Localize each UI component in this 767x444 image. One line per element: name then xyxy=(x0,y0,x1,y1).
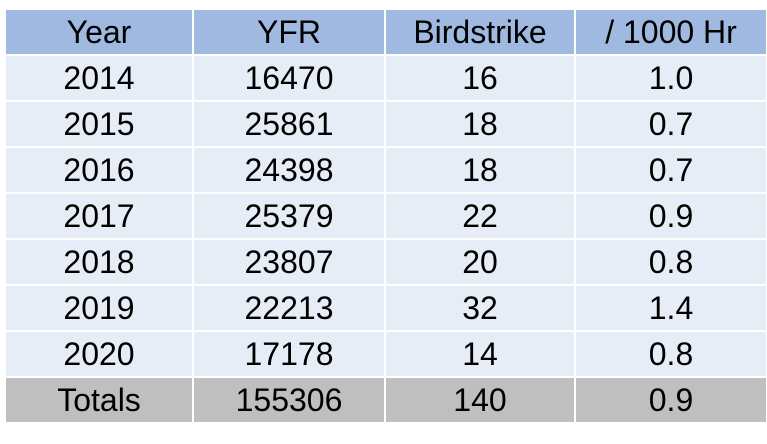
cell-year: 2015 xyxy=(6,102,192,146)
cell-birdstrike: 14 xyxy=(386,332,574,376)
totals-label: Totals xyxy=(6,378,192,422)
cell-year: 2016 xyxy=(6,148,192,192)
header-row: Year YFR Birdstrike / 1000 Hr xyxy=(6,10,766,54)
table-row: 2016 24398 18 0.7 xyxy=(6,148,766,192)
birdstrike-table-container: Year YFR Birdstrike / 1000 Hr 2014 16470… xyxy=(4,8,767,424)
cell-birdstrike: 20 xyxy=(386,240,574,284)
cell-yfr: 23807 xyxy=(194,240,384,284)
cell-birdstrike: 32 xyxy=(386,286,574,330)
cell-yfr: 16470 xyxy=(194,56,384,100)
birdstrike-table: Year YFR Birdstrike / 1000 Hr 2014 16470… xyxy=(4,8,767,424)
cell-year: 2020 xyxy=(6,332,192,376)
header-rate-per-1000-hr: / 1000 Hr xyxy=(576,10,766,54)
cell-rate: 1.4 xyxy=(576,286,766,330)
totals-rate: 0.9 xyxy=(576,378,766,422)
table-header: Year YFR Birdstrike / 1000 Hr xyxy=(6,10,766,54)
cell-yfr: 25379 xyxy=(194,194,384,238)
header-yfr: YFR xyxy=(194,10,384,54)
cell-birdstrike: 22 xyxy=(386,194,574,238)
cell-birdstrike: 18 xyxy=(386,102,574,146)
cell-year: 2014 xyxy=(6,56,192,100)
table-row: 2019 22213 32 1.4 xyxy=(6,286,766,330)
cell-rate: 0.8 xyxy=(576,332,766,376)
cell-birdstrike: 16 xyxy=(386,56,574,100)
cell-yfr: 22213 xyxy=(194,286,384,330)
cell-rate: 0.7 xyxy=(576,148,766,192)
table-row: 2015 25861 18 0.7 xyxy=(6,102,766,146)
table-row: 2018 23807 20 0.8 xyxy=(6,240,766,284)
header-birdstrike: Birdstrike xyxy=(386,10,574,54)
table-row: 2017 25379 22 0.9 xyxy=(6,194,766,238)
totals-row: Totals 155306 140 0.9 xyxy=(6,378,766,422)
cell-year: 2018 xyxy=(6,240,192,284)
cell-yfr: 25861 xyxy=(194,102,384,146)
totals-yfr: 155306 xyxy=(194,378,384,422)
cell-rate: 0.8 xyxy=(576,240,766,284)
table-body: 2014 16470 16 1.0 2015 25861 18 0.7 2016… xyxy=(6,56,766,376)
cell-year: 2017 xyxy=(6,194,192,238)
cell-rate: 1.0 xyxy=(576,56,766,100)
totals-birdstrike: 140 xyxy=(386,378,574,422)
cell-rate: 0.7 xyxy=(576,102,766,146)
table-row: 2014 16470 16 1.0 xyxy=(6,56,766,100)
table-footer: Totals 155306 140 0.9 xyxy=(6,378,766,422)
table-row: 2020 17178 14 0.8 xyxy=(6,332,766,376)
cell-year: 2019 xyxy=(6,286,192,330)
header-year: Year xyxy=(6,10,192,54)
cell-rate: 0.9 xyxy=(576,194,766,238)
cell-yfr: 24398 xyxy=(194,148,384,192)
cell-birdstrike: 18 xyxy=(386,148,574,192)
cell-yfr: 17178 xyxy=(194,332,384,376)
